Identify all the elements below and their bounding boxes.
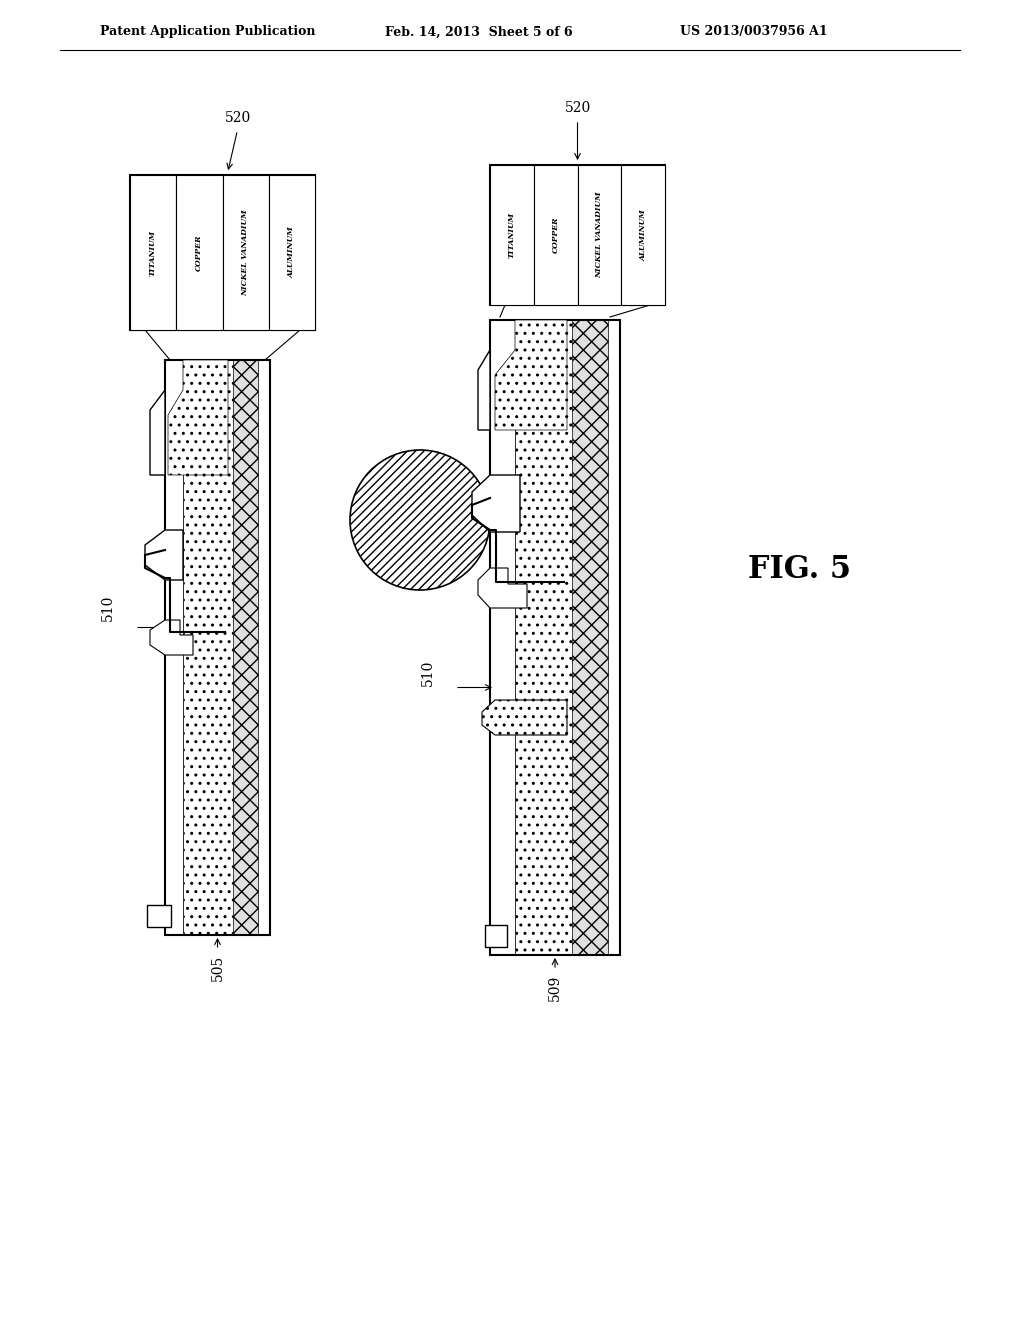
Bar bbox=[490, 165, 665, 305]
Polygon shape bbox=[150, 620, 193, 655]
Text: US 2013/0037956 A1: US 2013/0037956 A1 bbox=[680, 25, 827, 38]
Text: 509: 509 bbox=[548, 975, 562, 1002]
Circle shape bbox=[350, 450, 490, 590]
Text: NICKEL VANADIUM: NICKEL VANADIUM bbox=[242, 209, 250, 296]
Text: Patent Application Publication: Patent Application Publication bbox=[100, 25, 315, 38]
Bar bbox=[608, 319, 620, 954]
Polygon shape bbox=[150, 360, 165, 475]
Bar bbox=[490, 319, 620, 954]
Text: Feb. 14, 2013  Sheet 5 of 6: Feb. 14, 2013 Sheet 5 of 6 bbox=[385, 25, 572, 38]
Polygon shape bbox=[472, 475, 520, 532]
Bar bbox=[130, 176, 315, 330]
Text: 510: 510 bbox=[421, 659, 435, 685]
Bar bbox=[485, 925, 507, 946]
Polygon shape bbox=[495, 319, 567, 430]
Text: COPPER: COPPER bbox=[552, 216, 560, 253]
Bar bbox=[490, 319, 515, 954]
Bar bbox=[147, 906, 171, 927]
Text: ALUMINUM: ALUMINUM bbox=[639, 209, 647, 261]
Text: TITANIUM: TITANIUM bbox=[508, 213, 516, 259]
Bar bbox=[578, 165, 622, 305]
Bar bbox=[165, 360, 183, 935]
Text: COPPER: COPPER bbox=[196, 234, 204, 271]
Bar bbox=[230, 360, 270, 935]
Text: 505: 505 bbox=[211, 954, 224, 981]
Text: FIG. 5: FIG. 5 bbox=[749, 554, 852, 586]
Bar bbox=[622, 165, 665, 305]
Bar bbox=[515, 319, 572, 954]
Bar bbox=[176, 176, 222, 330]
Bar bbox=[534, 165, 578, 305]
Polygon shape bbox=[478, 319, 490, 430]
Text: 510: 510 bbox=[101, 594, 115, 620]
Bar bbox=[222, 176, 268, 330]
Text: TITANIUM: TITANIUM bbox=[150, 230, 157, 276]
Polygon shape bbox=[478, 568, 527, 609]
Text: 520: 520 bbox=[224, 111, 251, 125]
Bar bbox=[570, 319, 620, 954]
Bar bbox=[258, 360, 270, 935]
Bar bbox=[183, 360, 233, 935]
Text: 520: 520 bbox=[564, 102, 591, 115]
Bar bbox=[490, 165, 534, 305]
Text: ALUMINUM: ALUMINUM bbox=[288, 227, 296, 279]
Polygon shape bbox=[145, 531, 183, 579]
Bar bbox=[165, 360, 270, 935]
Polygon shape bbox=[168, 360, 228, 475]
Polygon shape bbox=[482, 700, 567, 735]
Bar bbox=[268, 176, 315, 330]
Bar bbox=[130, 176, 176, 330]
Text: NICKEL VANADIUM: NICKEL VANADIUM bbox=[595, 191, 603, 279]
